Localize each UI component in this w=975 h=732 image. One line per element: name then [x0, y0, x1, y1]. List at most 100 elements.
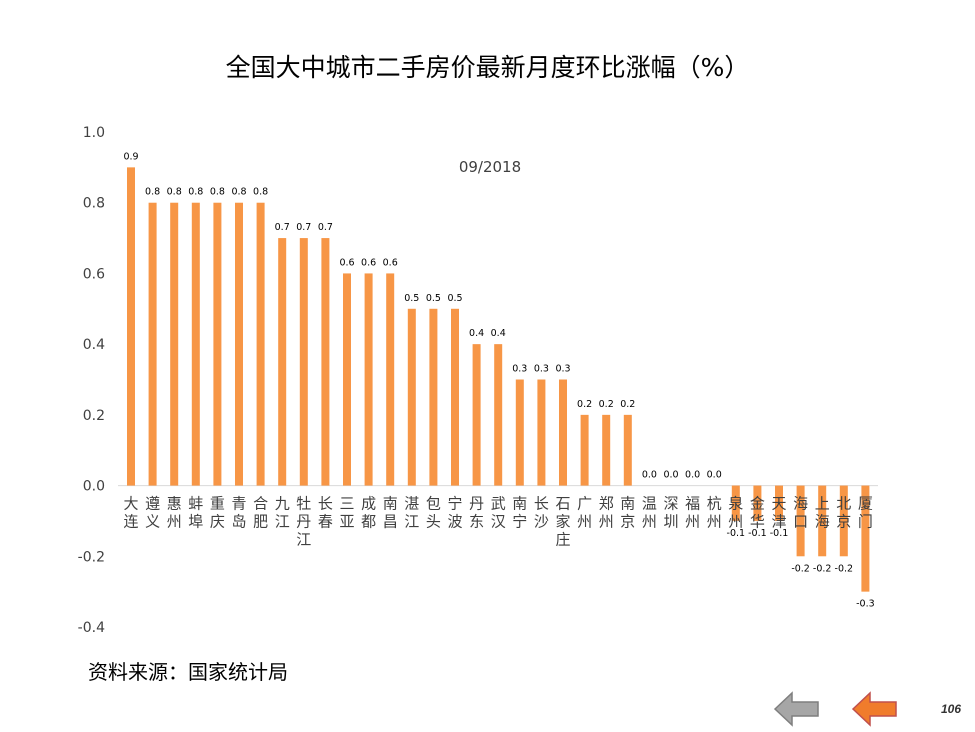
back-button[interactable] — [773, 690, 821, 728]
data-label: 0.7 — [318, 222, 333, 233]
y-tick-label: 0.0 — [83, 479, 105, 495]
category-label: 温州 — [642, 495, 657, 531]
bar — [235, 202, 243, 486]
category-label: 南京 — [620, 495, 635, 531]
category-label: 成都 — [361, 495, 376, 531]
bar — [731, 485, 740, 521]
bar — [753, 485, 762, 521]
bar — [148, 202, 157, 486]
bar — [429, 308, 438, 486]
category-label: 厦门 — [858, 495, 873, 531]
data-label: 0.3 — [512, 364, 527, 375]
y-tick-label: 0.4 — [83, 337, 105, 353]
data-label: 0.0 — [685, 470, 700, 481]
bar — [256, 202, 265, 486]
data-label: -0.2 — [835, 563, 854, 574]
category-label: 大连 — [123, 495, 138, 531]
data-label: 0.7 — [296, 222, 311, 233]
bar — [559, 379, 567, 486]
data-label: 0.5 — [426, 293, 441, 304]
left-arrow-icon — [851, 691, 897, 727]
category-label: 蚌埠 — [188, 495, 203, 531]
data-label: 0.6 — [339, 257, 354, 268]
data-label: -0.2 — [791, 563, 810, 574]
data-label: 0.0 — [707, 470, 722, 481]
category-label: 青岛 — [231, 495, 246, 531]
bar — [861, 485, 870, 592]
data-label: 0.8 — [210, 187, 225, 198]
bar — [537, 379, 546, 486]
bar — [472, 344, 481, 486]
data-label: 0.4 — [469, 328, 484, 339]
bar — [580, 414, 589, 486]
category-label: 湛江 — [404, 495, 419, 531]
bar — [364, 273, 373, 486]
data-label: -0.1 — [727, 528, 746, 539]
category-label: 南昌 — [383, 495, 398, 531]
category-label: 遵义 — [145, 495, 160, 531]
bar — [839, 485, 848, 557]
bar — [191, 202, 200, 486]
category-label: 三亚 — [339, 495, 354, 531]
data-label: 0.0 — [642, 470, 657, 481]
y-tick-label: 1.0 — [83, 125, 105, 141]
bar — [494, 344, 503, 486]
bar — [451, 308, 459, 486]
data-label: 0.8 — [253, 187, 268, 198]
data-label: 0.8 — [145, 187, 160, 198]
bar — [386, 273, 395, 486]
bar — [407, 308, 416, 486]
data-label: -0.1 — [748, 528, 767, 539]
chart-subtitle: 09/2018 — [459, 158, 521, 176]
bar — [515, 379, 524, 486]
bar — [213, 202, 222, 486]
data-label: 0.3 — [555, 364, 570, 375]
category-label: 泉州 — [728, 495, 743, 531]
category-label: 宁波 — [447, 495, 462, 531]
category-label: 重庆 — [210, 495, 225, 531]
bar — [602, 414, 611, 486]
category-label: 惠州 — [167, 495, 182, 531]
data-label: 0.3 — [534, 364, 549, 375]
data-label: 0.0 — [663, 470, 678, 481]
bar-chart: 1.0 0.8 0.6 0.4 0.2 0.0 -0.2 -0.4 09/2018 0.9 大连 0.… — [78, 125, 878, 636]
bar — [818, 485, 827, 557]
data-label: 0.5 — [447, 293, 462, 304]
data-label: 0.2 — [577, 399, 592, 410]
bar — [623, 414, 632, 486]
category-label: 武汉 — [491, 495, 506, 531]
data-label: 0.8 — [167, 187, 182, 198]
data-label: -0.3 — [856, 599, 875, 610]
data-label: 0.2 — [599, 399, 614, 410]
category-label: 天津 — [771, 495, 786, 531]
category-label: 深圳 — [663, 495, 678, 531]
category-label: 合肥 — [253, 495, 268, 531]
bar — [321, 238, 330, 486]
data-label: 0.8 — [231, 187, 246, 198]
y-tick-label: 0.2 — [83, 408, 105, 424]
forward-button[interactable] — [851, 690, 899, 728]
bar — [278, 238, 287, 486]
bar — [170, 202, 179, 486]
bar — [299, 238, 308, 486]
category-label: 郑州 — [599, 495, 614, 531]
category-label: 金华 — [750, 495, 765, 531]
category-label: 包头 — [426, 495, 441, 531]
category-label: 广州 — [577, 495, 592, 531]
y-tick-label: -0.2 — [78, 549, 105, 565]
chart-title: 全国大中城市二手房价最新月度环比涨幅（%） — [225, 53, 750, 82]
category-label: 丹东 — [469, 495, 484, 531]
data-label: 0.2 — [620, 399, 635, 410]
data-label: 0.7 — [275, 222, 290, 233]
category-label: 北京 — [836, 495, 851, 531]
data-label: 0.6 — [383, 257, 398, 268]
bar — [127, 167, 135, 486]
category-label: 福州 — [685, 495, 700, 531]
category-label: 长春 — [318, 495, 333, 531]
category-label: 海口 — [793, 495, 808, 531]
data-label: 0.6 — [361, 257, 376, 268]
y-tick-label: 0.8 — [83, 196, 105, 212]
page-number: 106 — [941, 702, 962, 716]
data-label: -0.2 — [813, 563, 832, 574]
category-label: 杭州 — [707, 495, 722, 531]
